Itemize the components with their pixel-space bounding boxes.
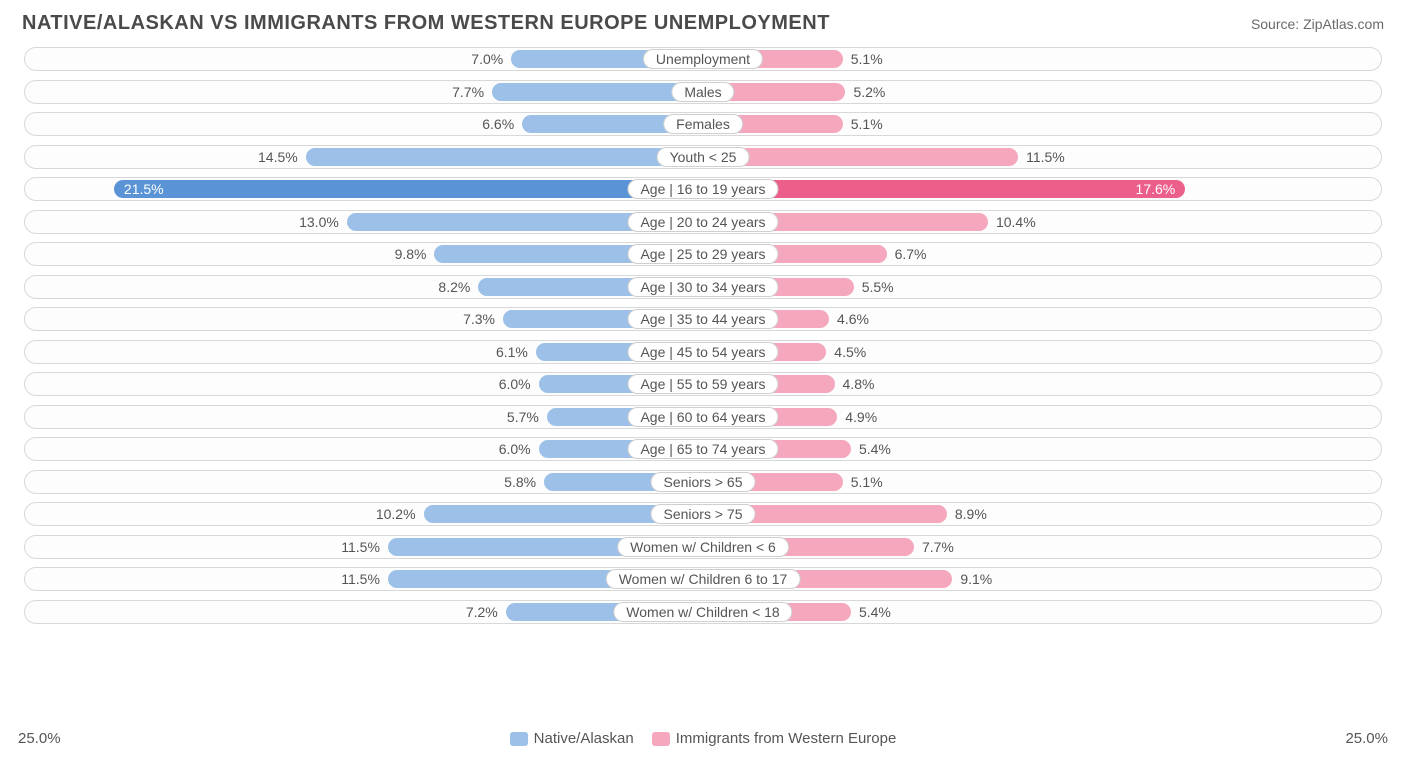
value-left: 7.2%: [466, 603, 498, 621]
value-left: 11.5%: [341, 570, 380, 588]
legend-swatch-right: [652, 732, 670, 746]
chart-row: 11.5% 9.1% Women w/ Children 6 to 17: [18, 563, 1388, 596]
value-left: 6.0%: [499, 440, 531, 458]
value-right: 4.6%: [837, 310, 869, 328]
category-pill: Youth < 25: [657, 147, 750, 167]
value-right: 5.2%: [853, 83, 885, 101]
category-pill: Women w/ Children 6 to 17: [606, 569, 801, 589]
chart-row: 7.3% 4.6% Age | 35 to 44 years: [18, 303, 1388, 336]
legend-item-right: Immigrants from Western Europe: [652, 730, 897, 747]
category-pill: Age | 55 to 59 years: [627, 374, 778, 394]
category-pill: Seniors > 75: [651, 504, 756, 524]
chart-source: Source: ZipAtlas.com: [1251, 16, 1384, 32]
axis-left-max: 25.0%: [18, 730, 61, 747]
category-pill: Age | 30 to 34 years: [627, 277, 778, 297]
value-right: 5.5%: [862, 278, 894, 296]
value-left: 7.0%: [471, 50, 503, 68]
value-right: 4.8%: [843, 375, 875, 393]
value-left: 10.2%: [376, 505, 416, 523]
category-pill: Unemployment: [643, 49, 763, 69]
category-pill: Age | 45 to 54 years: [627, 342, 778, 362]
value-left: 13.0%: [299, 213, 339, 231]
chart-row: 13.0% 10.4% Age | 20 to 24 years: [18, 206, 1388, 239]
value-right: 6.7%: [895, 245, 927, 263]
chart-row: 14.5% 11.5% Youth < 25: [18, 141, 1388, 174]
value-left: 5.8%: [504, 473, 536, 491]
value-left: 21.5%: [114, 180, 703, 198]
chart-footer: 25.0% Native/Alaskan Immigrants from Wes…: [18, 730, 1388, 747]
category-pill: Age | 20 to 24 years: [627, 212, 778, 232]
legend: Native/Alaskan Immigrants from Western E…: [510, 730, 897, 747]
chart-row: 7.2% 5.4% Women w/ Children < 18: [18, 596, 1388, 629]
chart-row: 8.2% 5.5% Age | 30 to 34 years: [18, 271, 1388, 304]
value-left: 11.5%: [341, 538, 380, 556]
category-pill: Females: [663, 114, 743, 134]
chart-row: 6.6% 5.1% Females: [18, 108, 1388, 141]
chart-row: 21.5%17.6%Age | 16 to 19 years: [18, 173, 1388, 206]
category-pill: Seniors > 65: [651, 472, 756, 492]
value-right: 10.4%: [996, 213, 1036, 231]
legend-label-left: Native/Alaskan: [534, 730, 634, 747]
chart-row: 5.8% 5.1% Seniors > 65: [18, 466, 1388, 499]
chart-row: 7.0% 5.1% Unemployment: [18, 43, 1388, 76]
chart-area: 7.0% 5.1% Unemployment 7.7% 5.2% Males 6.6% 5.1…: [18, 43, 1388, 703]
category-pill: Age | 60 to 64 years: [627, 407, 778, 427]
category-pill: Age | 35 to 44 years: [627, 309, 778, 329]
value-right: 4.9%: [845, 408, 877, 426]
value-left: 5.7%: [507, 408, 539, 426]
category-pill: Age | 65 to 74 years: [627, 439, 778, 459]
chart-rows: 7.0% 5.1% Unemployment 7.7% 5.2% Males 6.6% 5.1…: [18, 43, 1388, 628]
category-pill: Age | 16 to 19 years: [627, 179, 778, 199]
category-pill: Males: [671, 82, 734, 102]
value-left: 6.1%: [496, 343, 528, 361]
value-left: 6.6%: [482, 115, 514, 133]
value-left: 6.0%: [499, 375, 531, 393]
chart-title: NATIVE/ALASKAN VS IMMIGRANTS FROM WESTER…: [22, 12, 830, 35]
chart-row: 6.0% 5.4% Age | 65 to 74 years: [18, 433, 1388, 466]
bar-left: [306, 148, 703, 166]
bar-right: [703, 148, 1018, 166]
legend-label-right: Immigrants from Western Europe: [676, 730, 897, 747]
chart-row: 9.8% 6.7% Age | 25 to 29 years: [18, 238, 1388, 271]
value-right: 7.7%: [922, 538, 954, 556]
value-right: 5.4%: [859, 603, 891, 621]
category-pill: Age | 25 to 29 years: [627, 244, 778, 264]
value-right: 4.5%: [834, 343, 866, 361]
value-right: 9.1%: [960, 570, 992, 588]
category-pill: Women w/ Children < 18: [613, 602, 792, 622]
chart-row: 6.0% 4.8% Age | 55 to 59 years: [18, 368, 1388, 401]
chart-row: 5.7% 4.9% Age | 60 to 64 years: [18, 401, 1388, 434]
value-right: 5.1%: [851, 115, 883, 133]
chart-header: NATIVE/ALASKAN VS IMMIGRANTS FROM WESTER…: [0, 0, 1406, 43]
category-pill: Women w/ Children < 6: [617, 537, 789, 557]
axis-right-max: 25.0%: [1345, 730, 1388, 747]
chart-row: 7.7% 5.2% Males: [18, 76, 1388, 109]
value-left: 7.3%: [463, 310, 495, 328]
value-left: 7.7%: [452, 83, 484, 101]
value-right: 11.5%: [1026, 148, 1065, 166]
legend-item-left: Native/Alaskan: [510, 730, 634, 747]
legend-swatch-left: [510, 732, 528, 746]
chart-row: 10.2% 8.9% Seniors > 75: [18, 498, 1388, 531]
value-right: 5.1%: [851, 50, 883, 68]
value-left: 14.5%: [258, 148, 298, 166]
value-right: 5.4%: [859, 440, 891, 458]
value-right: 8.9%: [955, 505, 987, 523]
value-left: 8.2%: [438, 278, 470, 296]
chart-row: 6.1% 4.5% Age | 45 to 54 years: [18, 336, 1388, 369]
value-right: 5.1%: [851, 473, 883, 491]
value-left: 9.8%: [395, 245, 427, 263]
chart-row: 11.5% 7.7% Women w/ Children < 6: [18, 531, 1388, 564]
